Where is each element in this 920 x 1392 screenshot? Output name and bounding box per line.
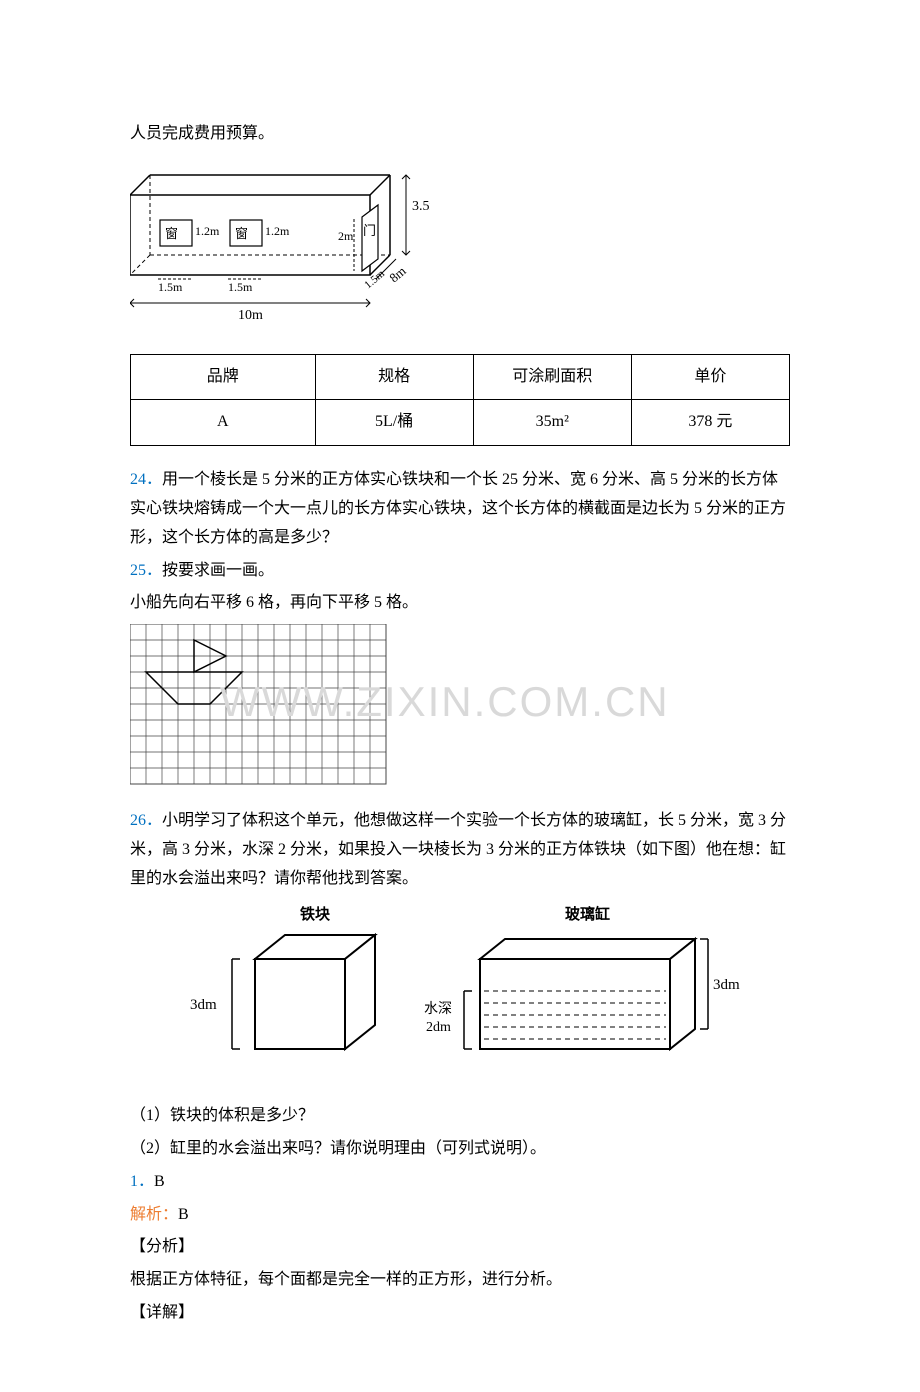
ans1-analysis: 解析：B (130, 1201, 790, 1230)
cube-3dm: 3dm (190, 997, 217, 1013)
door-label: 门 (363, 223, 376, 238)
window2-label: 窗 (235, 226, 248, 241)
grid-svg (130, 624, 388, 786)
cell-area: 35m² (473, 400, 631, 446)
cell-brand: A (131, 400, 316, 446)
fenxi-text: 根据正方体特征，每个面都是完全一样的正方形，进行分析。 (130, 1266, 790, 1295)
width-10m: 10m (238, 308, 263, 323)
depth-8m: 8m (386, 263, 408, 285)
page: 人员完成费用预算。 窗 1.2m 1.5m (0, 0, 920, 1392)
q26-num: 26． (130, 812, 162, 829)
analysis-val: B (178, 1206, 189, 1223)
q26-sub1: （1）铁块的体积是多少？ (130, 1102, 790, 1131)
ans1-num: 1． (130, 1173, 154, 1190)
ans1-val: B (154, 1173, 165, 1190)
height-3-5: 3.5m (412, 199, 430, 214)
iron-label: 铁块 (300, 905, 331, 923)
q26-text: 小明学习了体积这个单元，他想做这样一个实验一个长方体的玻璃缸，长 5 分米，宽 … (130, 812, 786, 887)
water-depth-label: 水深 (424, 1001, 452, 1017)
q25-num: 25． (130, 562, 162, 579)
win1-w: 1.5m (158, 280, 183, 294)
analysis-label: 解析： (130, 1206, 178, 1223)
col-brand: 品牌 (131, 354, 316, 400)
room-svg: 窗 1.2m 1.5m 窗 1.2m 1.5m 门 2m 3.5m (130, 155, 430, 325)
boat-grid (130, 624, 790, 797)
col-area: 可涂刷面积 (473, 354, 631, 400)
tank-label: 玻璃缸 (565, 905, 610, 923)
intro-trailing: 人员完成费用预算。 (130, 120, 790, 149)
fenxi-head: 【分析】 (130, 1233, 790, 1262)
xiangjie-head: 【详解】 (130, 1299, 790, 1328)
win2-h: 1.2m (265, 224, 290, 238)
experiment-svg: 铁块 3dm 玻璃缸 (180, 901, 740, 1081)
q25: 25．按要求画一画。 (130, 557, 790, 586)
cell-price: 378 元 (631, 400, 789, 446)
win1-h: 1.2m (195, 224, 220, 238)
door-h: 2m (338, 229, 354, 243)
q25-text: 按要求画一画。 (162, 562, 274, 579)
cell-spec: 5L/桶 (315, 400, 473, 446)
q25-sub: 小船先向右平移 6 格，再向下平移 5 格。 (130, 589, 790, 618)
room-diagram: 窗 1.2m 1.5m 窗 1.2m 1.5m 门 2m 3.5m (130, 155, 790, 336)
col-price: 单价 (631, 354, 789, 400)
experiment-diagram: 铁块 3dm 玻璃缸 (130, 901, 790, 1092)
q24: 24．用一个棱长是 5 分米的正方体实心铁块和一个长 25 分米、宽 6 分米、… (130, 466, 790, 552)
ans1: 1．B (130, 1168, 790, 1197)
grid-wrap: WWW.ZIXIN.COM.CN (130, 624, 790, 797)
q26-sub2: （2）缸里的水会溢出来吗？请你说明理由（可列式说明）。 (130, 1135, 790, 1164)
win2-w: 1.5m (228, 280, 253, 294)
paint-table: 品牌 规格 可涂刷面积 单价 A 5L/桶 35m² 378 元 (130, 354, 790, 447)
window1-label: 窗 (165, 226, 178, 241)
tank-3dm: 3dm (713, 977, 740, 993)
q24-text: 用一个棱长是 5 分米的正方体实心铁块和一个长 25 分米、宽 6 分米、高 5… (130, 471, 786, 546)
water-depth-val: 2dm (426, 1020, 451, 1035)
col-spec: 规格 (315, 354, 473, 400)
table-header-row: 品牌 规格 可涂刷面积 单价 (131, 354, 790, 400)
q24-num: 24． (130, 471, 162, 488)
q26: 26．小明学习了体积这个单元，他想做这样一个实验一个长方体的玻璃缸，长 5 分米… (130, 807, 790, 893)
table-row: A 5L/桶 35m² 378 元 (131, 400, 790, 446)
